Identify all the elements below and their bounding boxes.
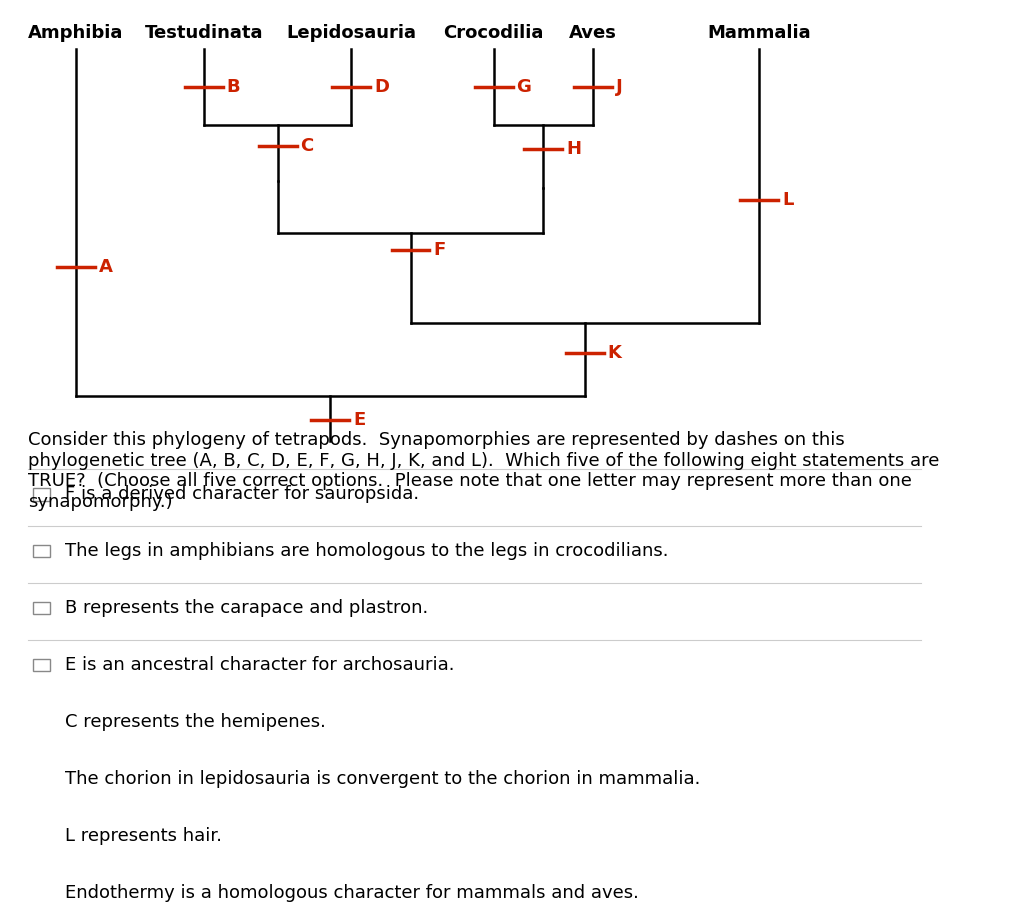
Text: C represents the hemipenes.: C represents the hemipenes. [65,713,326,732]
Text: L represents hair.: L represents hair. [65,827,221,845]
FancyBboxPatch shape [33,773,50,786]
Text: K: K [607,344,622,362]
FancyBboxPatch shape [33,887,50,899]
Text: Consider this phylogeny of tetrapods.  Synapomorphies are represented by dashes : Consider this phylogeny of tetrapods. Sy… [29,431,940,511]
Text: The chorion in lepidosauria is convergent to the chorion in mammalia.: The chorion in lepidosauria is convergen… [65,770,700,788]
Text: Aves: Aves [569,23,617,41]
Text: J: J [616,78,623,96]
Text: F: F [433,241,445,259]
Text: C: C [300,137,313,155]
Text: Lepidosauria: Lepidosauria [286,23,416,41]
Text: E is an ancestral character for archosauria.: E is an ancestral character for archosau… [65,656,454,674]
Text: F is a derived character for sauropsida.: F is a derived character for sauropsida. [65,485,419,503]
Text: Endothermy is a homologous character for mammals and aves.: Endothermy is a homologous character for… [65,884,638,902]
Text: A: A [98,259,113,277]
Text: Mammalia: Mammalia [708,23,811,41]
FancyBboxPatch shape [33,488,50,501]
Text: D: D [374,78,389,96]
FancyBboxPatch shape [33,659,50,671]
FancyBboxPatch shape [33,602,50,614]
Text: Amphibia: Amphibia [29,23,124,41]
Text: H: H [566,141,582,159]
Text: The legs in amphibians are homologous to the legs in crocodilians.: The legs in amphibians are homologous to… [65,542,668,560]
Text: B represents the carapace and plastron.: B represents the carapace and plastron. [65,599,428,617]
Text: Crocodilia: Crocodilia [443,23,544,41]
Text: Testudinata: Testudinata [144,23,263,41]
Text: B: B [227,78,241,96]
Text: G: G [516,78,531,96]
FancyBboxPatch shape [33,716,50,729]
FancyBboxPatch shape [33,545,50,557]
FancyBboxPatch shape [33,830,50,842]
Text: L: L [782,190,794,208]
Text: E: E [353,411,366,429]
